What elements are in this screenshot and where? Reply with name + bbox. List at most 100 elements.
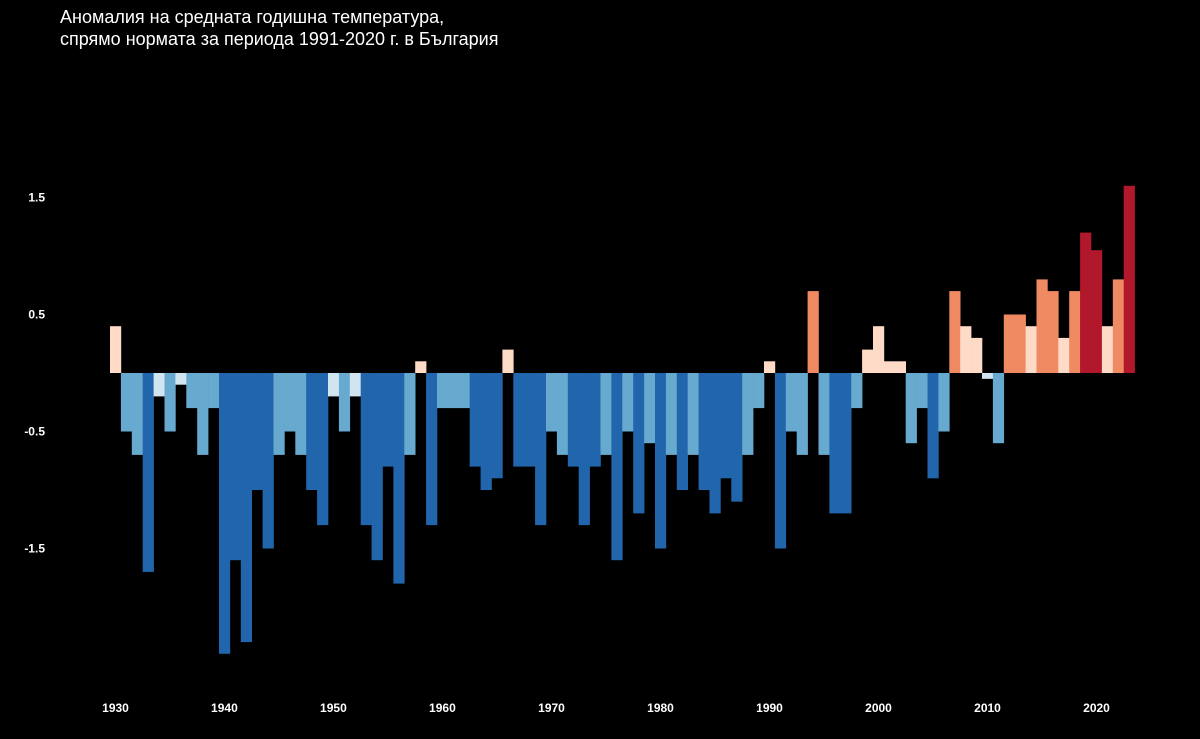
bar-1970 — [546, 373, 558, 432]
bar-2008 — [960, 326, 972, 373]
bar-1955 — [382, 373, 394, 467]
bar-2010 — [982, 373, 994, 379]
bar-2021 — [1101, 326, 1114, 373]
bar-1968 — [524, 373, 536, 467]
bar-1942 — [240, 373, 252, 643]
bar-2003 — [905, 373, 917, 444]
bar-1982 — [676, 373, 688, 490]
bar-1939 — [208, 373, 220, 409]
bar-1995 — [818, 373, 830, 455]
bar-1991 — [774, 373, 787, 549]
bar-1960 — [437, 373, 449, 409]
bar-1931 — [120, 373, 133, 432]
y-tick-label: -0.5 — [24, 425, 45, 439]
chart-title: Аномалия на средната годишна температура… — [60, 7, 445, 27]
bar-2007 — [949, 291, 961, 373]
bar-1998 — [851, 373, 863, 409]
bar-1987 — [731, 373, 743, 502]
bar-1962 — [458, 373, 470, 409]
bar-1947 — [295, 373, 307, 455]
bar-1948 — [306, 373, 318, 490]
bar-2013 — [1014, 314, 1026, 373]
bar-1978 — [633, 373, 645, 514]
bar-1961 — [447, 373, 460, 409]
bar-1975 — [600, 373, 612, 455]
bar-1959 — [426, 373, 438, 526]
bar-2015 — [1036, 279, 1048, 373]
bar-2017 — [1058, 337, 1070, 373]
bar-1938 — [197, 373, 209, 455]
y-tick-label: 0.5 — [28, 308, 45, 322]
x-tick-label: 1950 — [320, 701, 347, 715]
bar-1956 — [393, 373, 405, 584]
bar-1994 — [807, 291, 819, 373]
bar-1932 — [131, 373, 143, 455]
bar-1930 — [110, 326, 122, 373]
bar-1977 — [622, 373, 634, 432]
x-tick-label: 2010 — [974, 701, 1001, 715]
bar-1941 — [229, 373, 242, 561]
bar-1984 — [698, 373, 710, 490]
bar-1951 — [338, 373, 351, 432]
y-tick-label: 1.5 — [28, 191, 45, 205]
bar-1934 — [153, 373, 165, 397]
bar-2004 — [916, 373, 928, 409]
bar-1971 — [556, 373, 569, 455]
bar-2023 — [1123, 185, 1135, 373]
bar-1957 — [404, 373, 416, 455]
bar-1966 — [502, 349, 514, 373]
bar-1967 — [513, 373, 525, 467]
y-tick-label: -1.5 — [24, 542, 45, 556]
bar-1933 — [142, 373, 154, 572]
bar-2000 — [873, 326, 885, 373]
bar-1964 — [480, 373, 492, 490]
bar-1974 — [589, 373, 601, 467]
chart-title-block: Аномалия на средната годишна температура… — [60, 6, 499, 50]
bar-2006 — [938, 373, 950, 432]
x-tick-label: 1980 — [647, 701, 674, 715]
x-tick-label: 1940 — [211, 701, 238, 715]
bar-1965 — [491, 373, 503, 479]
bar-1985 — [709, 373, 721, 514]
bar-1989 — [753, 373, 765, 409]
bar-1963 — [469, 373, 481, 467]
bar-1996 — [829, 373, 841, 514]
bar-2001 — [883, 361, 896, 373]
bar-1949 — [317, 373, 329, 526]
bar-2009 — [971, 337, 983, 373]
bars-group — [110, 185, 1135, 654]
bar-1993 — [796, 373, 808, 455]
x-tick-label: 1930 — [102, 701, 129, 715]
bar-1983 — [687, 373, 699, 455]
bar-1980 — [655, 373, 667, 549]
bar-2005 — [927, 373, 939, 479]
bar-1953 — [360, 373, 372, 526]
bar-1945 — [273, 373, 285, 455]
x-axis-ticks: 1930 1940 1950 1960 1970 1980 1990 2000 2010 2020 — [102, 701, 1110, 715]
bar-2011 — [992, 373, 1005, 444]
bar-1940 — [219, 373, 231, 654]
bar-1937 — [186, 373, 198, 409]
bar-1986 — [720, 373, 732, 479]
bar-1988 — [742, 373, 754, 455]
bar-1972 — [567, 373, 579, 467]
bar-2014 — [1025, 326, 1037, 373]
bar-2002 — [894, 361, 906, 373]
bar-2022 — [1112, 279, 1124, 373]
bar-1958 — [415, 361, 427, 373]
bar-1944 — [262, 373, 274, 549]
bar-1990 — [764, 361, 776, 373]
bar-2018 — [1069, 291, 1081, 373]
bar-1992 — [785, 373, 797, 432]
bar-1979 — [644, 373, 656, 444]
bar-2019 — [1080, 232, 1092, 373]
bar-1981 — [665, 373, 678, 455]
x-tick-label: 1960 — [429, 701, 456, 715]
bar-2020 — [1091, 250, 1103, 373]
x-tick-label: 2020 — [1083, 701, 1110, 715]
x-tick-label: 1990 — [756, 701, 783, 715]
bar-1976 — [611, 373, 623, 561]
bar-1946 — [284, 373, 296, 432]
bar-1935 — [164, 373, 176, 432]
